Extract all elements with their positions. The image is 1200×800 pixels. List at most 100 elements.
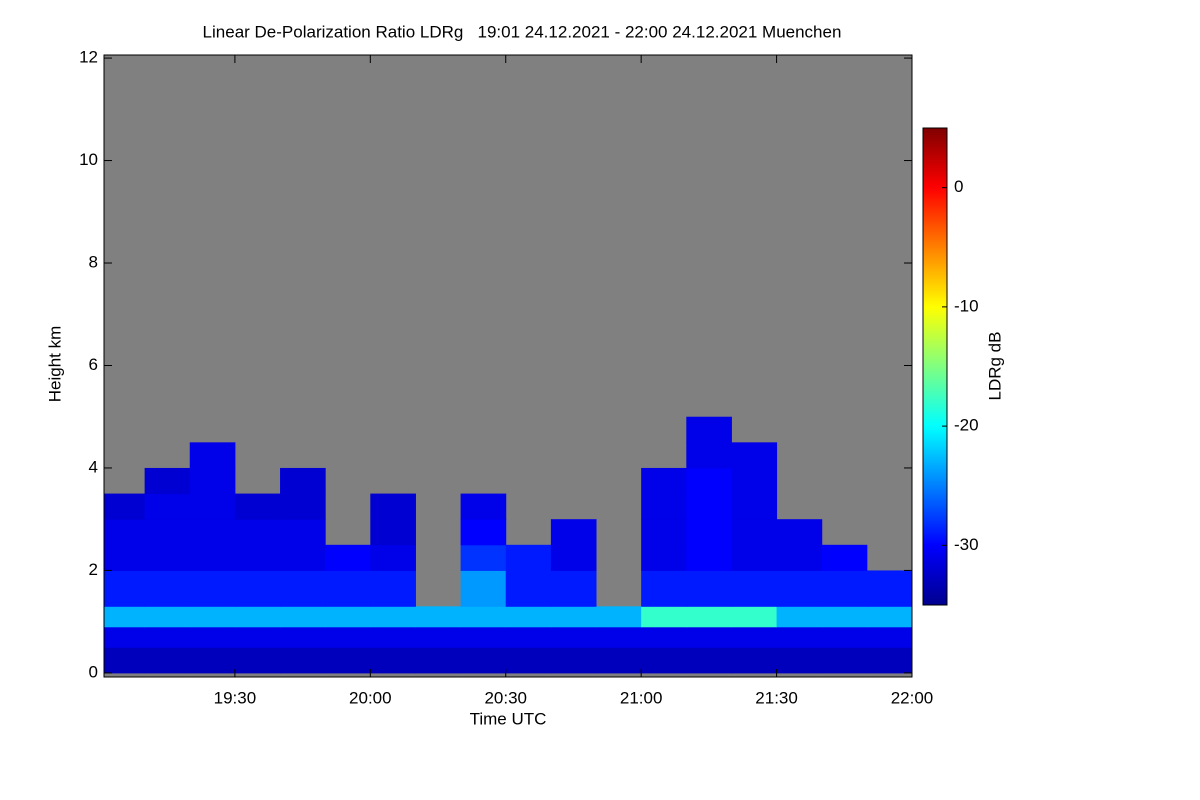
heatmap-cell bbox=[731, 519, 778, 546]
heatmap-cell bbox=[460, 570, 507, 607]
heatmap-cell bbox=[144, 647, 191, 674]
heatmap-cell bbox=[189, 467, 236, 495]
heatmap-cell bbox=[325, 570, 371, 607]
heatmap-cell bbox=[144, 493, 191, 520]
heatmap-cell bbox=[415, 606, 462, 628]
heatmap-cell bbox=[144, 544, 191, 571]
heatmap-cell bbox=[686, 570, 732, 607]
heatmap-cell bbox=[189, 606, 236, 628]
heatmap-cell bbox=[234, 493, 281, 520]
y-axis-label: Height km bbox=[45, 326, 64, 403]
heatmap-cell bbox=[731, 626, 778, 648]
heatmap-cell bbox=[415, 647, 462, 674]
heatmap-cell bbox=[460, 519, 507, 546]
heatmap-cell bbox=[234, 519, 281, 546]
heatmap-cell bbox=[460, 544, 507, 571]
heatmap-cell bbox=[280, 606, 326, 628]
heatmap-cell bbox=[370, 626, 416, 648]
x-tick-label: 20:00 bbox=[349, 688, 392, 707]
heatmap-cell bbox=[731, 647, 778, 674]
x-tick-label: 21:00 bbox=[620, 688, 663, 707]
heatmap-cell bbox=[325, 626, 371, 648]
colorbar-tick-label: -20 bbox=[954, 416, 979, 435]
heatmap-cell bbox=[189, 570, 236, 607]
y-tick-label: 12 bbox=[79, 48, 98, 67]
heatmap-cell bbox=[550, 544, 597, 571]
heatmap-cell bbox=[686, 544, 732, 571]
heatmap-cell bbox=[370, 544, 416, 571]
heatmap-cell bbox=[104, 570, 146, 607]
heatmap-cell bbox=[144, 606, 191, 628]
heatmap-cell bbox=[866, 570, 913, 607]
heatmap-cell bbox=[144, 570, 191, 607]
heatmap-cell bbox=[821, 606, 868, 628]
heatmap-cell bbox=[821, 626, 868, 648]
x-axis-label: Time UTC bbox=[470, 709, 547, 728]
heatmap-cell bbox=[641, 626, 687, 648]
heatmap-cell bbox=[325, 606, 371, 628]
heatmap-cell bbox=[104, 606, 146, 628]
heatmap-cell bbox=[686, 519, 732, 546]
heatmap-cell bbox=[189, 493, 236, 520]
heatmap-cell bbox=[325, 647, 371, 674]
heatmap-cell bbox=[189, 442, 236, 469]
heatmap-cell bbox=[280, 647, 326, 674]
heatmap-cell bbox=[280, 544, 326, 571]
heatmap-cell bbox=[234, 647, 281, 674]
heatmap-cell bbox=[415, 626, 462, 648]
heatmap-cell bbox=[280, 570, 326, 607]
heatmap-cell bbox=[370, 493, 416, 520]
heatmap-cell bbox=[776, 544, 823, 571]
heatmap-cell bbox=[280, 467, 326, 495]
y-tick-label: 8 bbox=[89, 253, 98, 272]
heatmap-cell bbox=[550, 570, 597, 607]
heatmap-cell bbox=[776, 626, 823, 648]
y-tick-label: 4 bbox=[89, 457, 98, 476]
heatmap-cell bbox=[686, 416, 732, 443]
heatmap-cell bbox=[505, 606, 552, 628]
heatmap-cell bbox=[550, 519, 597, 546]
heatmap-cell bbox=[596, 647, 642, 674]
heatmap-cell bbox=[370, 606, 416, 628]
colorbar-label: LDRg dB bbox=[985, 332, 1004, 401]
heatmap-cell bbox=[866, 647, 913, 674]
heatmap-cell bbox=[641, 519, 687, 546]
heatmap-cell bbox=[776, 570, 823, 607]
heatmap-cell bbox=[550, 606, 597, 628]
colorbar bbox=[922, 127, 948, 606]
y-tick-label: 6 bbox=[89, 355, 98, 374]
heatmap-cell bbox=[866, 606, 913, 628]
heatmap-cell bbox=[104, 493, 146, 520]
heatmap-cell bbox=[104, 519, 146, 546]
x-tick-label: 22:00 bbox=[891, 688, 934, 707]
heatmap-cell bbox=[189, 544, 236, 571]
heatmap-cell bbox=[596, 626, 642, 648]
heatmap-cell bbox=[104, 544, 146, 571]
heatmap-cell bbox=[776, 647, 823, 674]
y-tick-label: 0 bbox=[89, 662, 98, 681]
heatmap-cell bbox=[189, 519, 236, 546]
heatmap-cell bbox=[189, 626, 236, 648]
heatmap-cell bbox=[641, 544, 687, 571]
heatmap-cell bbox=[776, 519, 823, 546]
heatmap-cell bbox=[821, 544, 868, 571]
plot-frame bbox=[103, 54, 913, 678]
heatmap-cell bbox=[234, 606, 281, 628]
heatmap-cell bbox=[731, 467, 778, 495]
heatmap-cell bbox=[189, 647, 236, 674]
heatmap-cell bbox=[144, 519, 191, 546]
heatmap-cell bbox=[686, 442, 732, 469]
heatmap-cell bbox=[686, 467, 732, 495]
heatmap-cell bbox=[505, 626, 552, 648]
heatmap-cell bbox=[550, 626, 597, 648]
heatmap-cell bbox=[325, 544, 371, 571]
heatmap-cell bbox=[686, 606, 732, 628]
x-tick-label: 21:30 bbox=[755, 688, 798, 707]
chart-title: Linear De-Polarization Ratio LDRg 19:01 … bbox=[203, 22, 842, 41]
y-tick-label: 10 bbox=[79, 150, 98, 169]
heatmap-cell bbox=[505, 570, 552, 607]
colorbar-tick-label: 0 bbox=[954, 177, 963, 196]
heatmap-cell bbox=[104, 626, 146, 648]
heatmap-cell bbox=[641, 647, 687, 674]
